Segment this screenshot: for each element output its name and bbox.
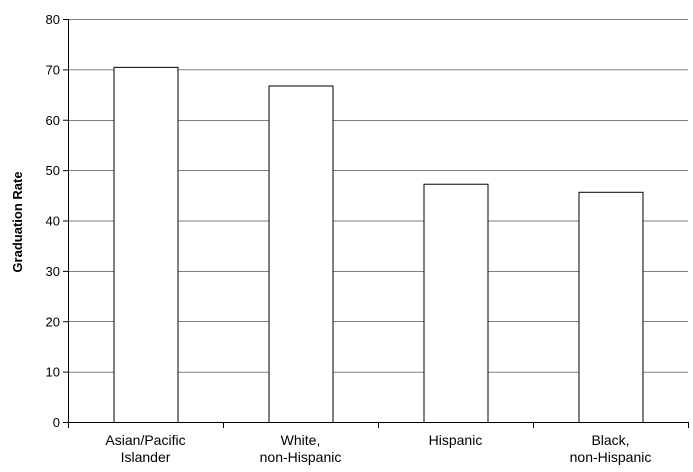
y-tick-label: 40 (46, 214, 60, 229)
y-tick-label: 10 (46, 365, 60, 380)
y-axis-ticks: 0 10 20 30 40 50 60 70 80 (46, 12, 68, 430)
x-category-label: White, non-Hispanic (260, 432, 342, 465)
x-category-label-line: White, (281, 432, 321, 448)
x-category-label: Black, non-Hispanic (570, 432, 652, 465)
x-category-label-line: non-Hispanic (260, 449, 342, 465)
x-category-label: Asian/Pacific Islander (105, 432, 185, 465)
x-category-label-line: Asian/Pacific (105, 432, 185, 448)
x-category-label: Hispanic (429, 432, 483, 448)
x-category-label-line: non-Hispanic (570, 449, 652, 465)
x-category-label-line: Islander (121, 449, 171, 465)
y-tick-label: 20 (46, 314, 60, 329)
y-tick-label: 60 (46, 113, 60, 128)
axes (68, 19, 689, 428)
y-tick-label: 70 (46, 62, 60, 77)
y-tick-label: 50 (46, 163, 60, 178)
y-tick-label: 30 (46, 264, 60, 279)
bar (268, 85, 334, 424)
y-tick-label: 80 (46, 12, 60, 27)
x-category-label-line: Hispanic (429, 432, 483, 448)
x-category-label-line: Black, (591, 432, 629, 448)
bars (113, 66, 644, 424)
bar (578, 191, 644, 423)
bar (423, 183, 489, 423)
y-tick-label: 0 (53, 415, 60, 430)
bar (113, 66, 179, 423)
y-axis-label: Graduation Rate (10, 171, 25, 272)
